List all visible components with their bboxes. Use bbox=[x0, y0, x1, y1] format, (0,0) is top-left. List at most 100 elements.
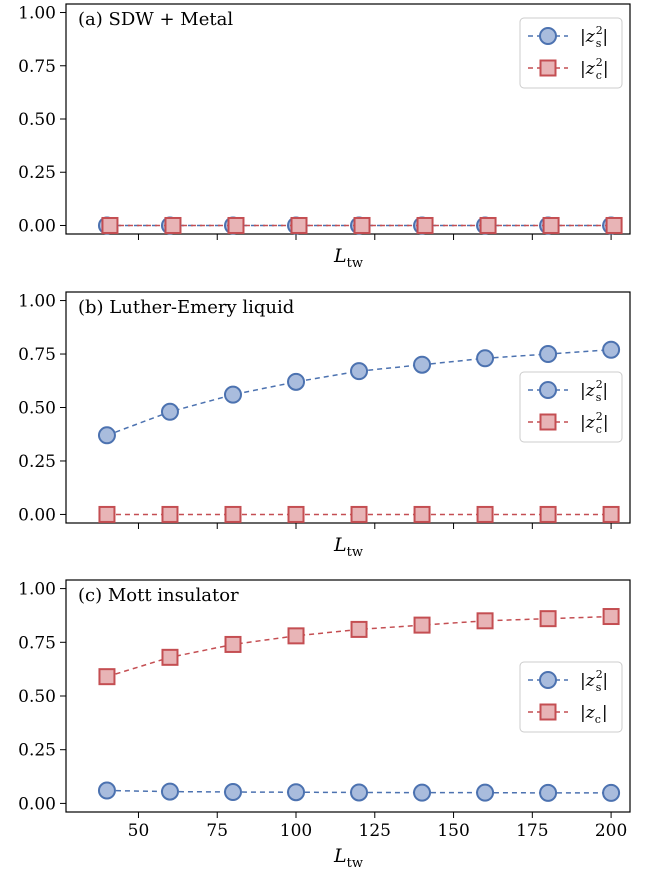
data-point bbox=[413, 505, 431, 523]
legend-marker bbox=[539, 413, 557, 431]
y-tick-label: 0.50 bbox=[18, 399, 56, 419]
legend-marker bbox=[539, 59, 557, 77]
data-point bbox=[350, 783, 369, 802]
x-axis-label: Ltw bbox=[333, 845, 363, 871]
y-tick-label: 0.25 bbox=[18, 741, 56, 761]
x-axis-label: Ltw bbox=[333, 245, 363, 271]
legend-marker bbox=[539, 27, 557, 45]
y-tick-label: 0.00 bbox=[18, 505, 56, 525]
data-point bbox=[479, 216, 497, 234]
x-tick-label: 150 bbox=[437, 821, 469, 841]
data-point bbox=[476, 612, 494, 630]
series-line bbox=[106, 615, 612, 678]
y-tick-label: 0.50 bbox=[18, 687, 56, 707]
y-tick-label: 1.00 bbox=[18, 4, 56, 24]
data-point bbox=[224, 505, 242, 523]
y-tick-label: 0.75 bbox=[18, 633, 56, 653]
data-point bbox=[350, 505, 368, 523]
legend-label: |z2 c| bbox=[580, 410, 609, 436]
series-c bbox=[101, 216, 623, 234]
data-point bbox=[223, 385, 242, 404]
data-point bbox=[539, 345, 558, 364]
legend-marker bbox=[539, 703, 557, 721]
data-point bbox=[161, 505, 179, 523]
series-c bbox=[98, 505, 620, 523]
data-point bbox=[476, 349, 495, 368]
data-point bbox=[224, 635, 242, 653]
x-tick-label: 75 bbox=[206, 821, 228, 841]
y-tick-label: 0.00 bbox=[18, 216, 56, 236]
data-point bbox=[602, 340, 621, 359]
data-point bbox=[539, 610, 557, 628]
y-tick-label: 1.00 bbox=[18, 580, 56, 600]
panel-a: 0.00 0.25 0.50 0.75 1.00 Ltw (a) SDW + Metal |z… bbox=[18, 3, 631, 271]
panel-title: (c) Mott insulator bbox=[78, 585, 239, 606]
data-point bbox=[98, 505, 116, 523]
y-tick-label: 0.00 bbox=[18, 794, 56, 814]
data-point bbox=[98, 668, 116, 686]
x-axis-label: Ltw bbox=[333, 534, 363, 560]
y-tick-label: 1.00 bbox=[18, 292, 56, 312]
y-tick-label: 0.25 bbox=[18, 452, 56, 472]
legend: |z2 s| |z2 c| bbox=[519, 17, 623, 89]
data-point bbox=[476, 783, 495, 802]
y-tick-label: 0.50 bbox=[18, 110, 56, 130]
data-point bbox=[97, 781, 116, 800]
data-point bbox=[290, 216, 308, 234]
data-point bbox=[413, 783, 432, 802]
panel-b: 0.00 0.25 0.50 0.75 1.00 Ltw (b) Luther-Emery … bbox=[18, 291, 631, 560]
data-point bbox=[602, 608, 620, 626]
x-tick-label: 50 bbox=[128, 821, 150, 841]
legend-label: |z2 s| bbox=[580, 378, 608, 404]
data-point bbox=[353, 216, 371, 234]
data-point bbox=[350, 620, 368, 638]
data-point bbox=[602, 505, 620, 523]
x-tick-label: 125 bbox=[359, 821, 391, 841]
legend-marker bbox=[539, 381, 557, 399]
data-point bbox=[350, 362, 369, 381]
data-point bbox=[539, 783, 558, 802]
legend-entry-s: |z2 s| bbox=[528, 24, 608, 50]
legend-entry-s: |z2 s| bbox=[528, 378, 608, 404]
panel-title: (b) Luther-Emery liquid bbox=[78, 297, 294, 318]
series-c bbox=[98, 608, 620, 686]
legend-entry-s: |z2 s| bbox=[528, 668, 608, 694]
data-point bbox=[101, 216, 119, 234]
data-point bbox=[416, 216, 434, 234]
data-point bbox=[227, 216, 245, 234]
panel-c: 0.00 0.25 0.50 0.75 1.00 50 75 100 125 150 175 200 L… bbox=[18, 579, 631, 871]
legend-marker bbox=[539, 671, 557, 689]
data-point bbox=[476, 505, 494, 523]
series-s bbox=[97, 340, 621, 445]
x-tick-label: 100 bbox=[280, 821, 312, 841]
data-point bbox=[413, 355, 432, 374]
series-s bbox=[97, 781, 621, 802]
data-point bbox=[287, 505, 305, 523]
data-point bbox=[160, 402, 179, 421]
legend: |z2 s| |z2 c| bbox=[519, 371, 623, 443]
legend-label: |z2 c| bbox=[580, 56, 609, 82]
y-tick-label: 0.75 bbox=[18, 57, 56, 77]
data-point bbox=[223, 783, 242, 802]
legend-entry-c: |z2 c| bbox=[528, 410, 609, 436]
data-point bbox=[161, 648, 179, 666]
legend-label: |z2 s| bbox=[580, 668, 608, 694]
data-point bbox=[287, 372, 306, 391]
legend-label: |z2 s| bbox=[580, 24, 608, 50]
legend-label: |zc| bbox=[580, 703, 608, 726]
data-point bbox=[602, 783, 621, 802]
x-tick-label: 200 bbox=[595, 821, 627, 841]
y-tick-label: 0.25 bbox=[18, 163, 56, 183]
data-point bbox=[413, 616, 431, 634]
x-tick-label: 175 bbox=[516, 821, 548, 841]
data-point bbox=[160, 782, 179, 801]
panel-title: (a) SDW + Metal bbox=[78, 9, 233, 30]
y-tick-label: 0.75 bbox=[18, 345, 56, 365]
legend: |z2 s| |zc| bbox=[519, 661, 623, 733]
data-point bbox=[287, 783, 306, 802]
data-point bbox=[605, 216, 623, 234]
data-point bbox=[287, 627, 305, 645]
legend-entry-c: |z2 c| bbox=[528, 56, 609, 82]
data-point bbox=[164, 216, 182, 234]
